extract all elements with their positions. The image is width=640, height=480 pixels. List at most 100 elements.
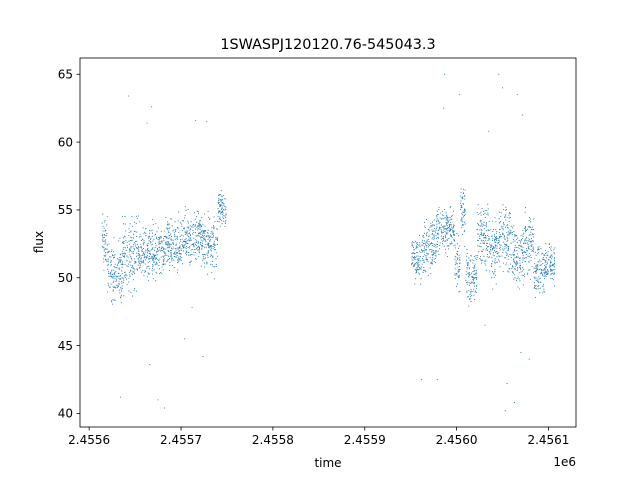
data-point <box>120 288 122 290</box>
data-point <box>445 223 448 225</box>
data-point <box>218 210 220 212</box>
data-point <box>475 288 477 290</box>
data-point <box>124 263 126 266</box>
data-point <box>152 278 154 280</box>
data-point <box>473 277 475 279</box>
data-point <box>425 249 427 251</box>
data-point <box>423 247 425 249</box>
data-point <box>530 248 532 250</box>
data-point <box>211 254 213 256</box>
data-point <box>435 229 437 231</box>
data-point <box>513 225 515 227</box>
data-point <box>533 228 535 231</box>
data-point <box>444 217 446 219</box>
data-point <box>153 249 155 251</box>
data-point <box>516 256 518 258</box>
data-point <box>542 252 544 255</box>
data-point <box>220 190 222 192</box>
data-point <box>447 221 449 223</box>
data-point <box>463 231 465 233</box>
data-point <box>138 257 140 259</box>
data-point <box>498 252 500 254</box>
data-point <box>506 236 508 238</box>
data-point <box>504 216 506 218</box>
data-point <box>459 263 461 265</box>
data-point <box>538 285 540 287</box>
data-point <box>435 237 437 240</box>
data-point <box>119 275 121 278</box>
data-point <box>533 282 535 284</box>
data-point <box>170 243 172 245</box>
data-point <box>133 247 135 249</box>
data-point <box>483 225 485 227</box>
data-point <box>177 220 179 222</box>
data-point <box>156 261 158 263</box>
data-point <box>534 258 536 260</box>
data-point <box>424 226 426 228</box>
data-point <box>493 255 495 257</box>
data-point <box>499 235 501 237</box>
data-point <box>535 288 537 290</box>
data-point <box>421 244 423 246</box>
data-point <box>224 205 226 207</box>
data-point <box>441 232 443 234</box>
data-point <box>467 272 469 274</box>
data-point <box>483 213 485 216</box>
data-point <box>500 212 502 214</box>
data-point <box>171 240 173 242</box>
data-point <box>113 269 115 271</box>
data-point <box>527 272 529 274</box>
data-point <box>477 204 479 206</box>
data-point <box>204 254 206 256</box>
data-point <box>186 240 188 242</box>
data-point <box>412 252 414 254</box>
data-point <box>421 235 424 237</box>
data-point <box>108 250 110 252</box>
data-point <box>541 269 543 271</box>
data-point <box>520 271 522 273</box>
data-point <box>446 238 448 240</box>
data-point <box>488 238 490 240</box>
data-point <box>187 220 189 222</box>
data-point <box>544 274 546 276</box>
data-point <box>462 202 464 204</box>
data-point <box>434 244 436 246</box>
data-point <box>540 281 542 283</box>
data-point <box>497 242 499 244</box>
data-point <box>430 262 433 264</box>
data-point <box>217 240 219 242</box>
data-point <box>535 284 537 287</box>
data-point <box>515 264 518 266</box>
data-point <box>507 248 509 250</box>
data-point <box>161 250 164 252</box>
data-point <box>486 249 488 251</box>
data-point <box>470 282 472 285</box>
data-point <box>189 264 191 266</box>
data-point <box>142 242 144 244</box>
data-point <box>545 243 547 245</box>
data-point <box>478 225 480 227</box>
data-point <box>506 254 508 256</box>
data-point <box>171 252 173 254</box>
data-point <box>160 247 162 249</box>
data-point <box>171 258 173 260</box>
data-point <box>123 295 125 297</box>
data-point <box>200 265 202 267</box>
data-point <box>445 222 447 224</box>
data-point <box>187 235 189 237</box>
data-point <box>416 251 418 253</box>
data-point <box>148 273 150 275</box>
data-point <box>500 225 502 227</box>
data-point <box>411 242 413 244</box>
data-point <box>103 237 106 239</box>
data-point <box>437 234 439 236</box>
data-point <box>220 218 222 221</box>
data-point <box>442 229 444 231</box>
data-point <box>173 247 175 249</box>
data-point <box>117 285 119 288</box>
data-point <box>183 227 185 229</box>
data-point <box>423 246 425 248</box>
data-point <box>511 267 513 269</box>
data-point <box>112 281 114 283</box>
data-point <box>113 265 115 267</box>
